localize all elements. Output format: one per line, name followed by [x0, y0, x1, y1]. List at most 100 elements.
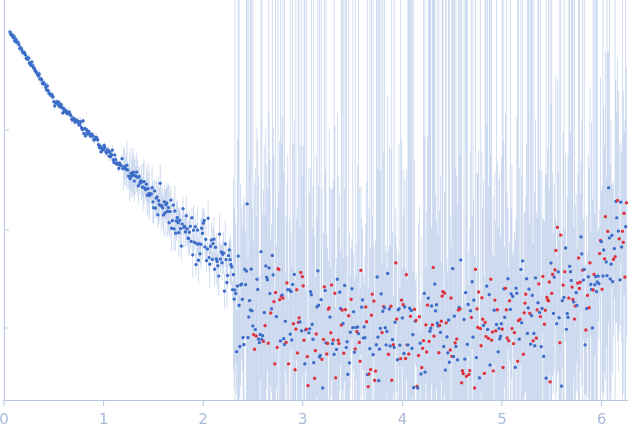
x-tick-label: 3 [298, 410, 308, 428]
data-point [400, 316, 404, 320]
data-point-negative [285, 281, 289, 285]
data-point-negative [334, 376, 338, 380]
data-point [14, 37, 18, 41]
data-point [360, 305, 364, 309]
data-point [213, 245, 218, 249]
data-point [451, 354, 456, 359]
data-point [153, 206, 157, 210]
data-point [292, 272, 296, 277]
data-point [515, 291, 519, 295]
error-bars-layer [9, 0, 627, 400]
data-point-negative [357, 340, 361, 345]
data-point-negative [366, 385, 370, 389]
data-point [207, 255, 211, 260]
data-point-negative [448, 348, 452, 352]
data-point [346, 372, 350, 376]
data-point-negative [473, 386, 477, 390]
data-point [599, 240, 603, 244]
data-point [150, 186, 154, 190]
data-point [166, 206, 170, 210]
data-point-negative [325, 341, 330, 346]
data-point [158, 181, 162, 185]
data-point-negative [511, 342, 516, 346]
data-point [526, 306, 530, 310]
data-point-negative [252, 333, 256, 337]
data-point [377, 379, 381, 383]
data-point-negative [460, 369, 465, 373]
data-point-negative [313, 348, 317, 353]
data-point-negative [437, 351, 441, 355]
data-point [590, 326, 594, 330]
data-point-negative [555, 225, 560, 229]
data-point-negative [359, 268, 363, 272]
data-point [387, 307, 391, 311]
data-point-negative [312, 376, 317, 380]
data-point [607, 186, 611, 190]
data-point [605, 274, 609, 278]
data-point-negative [438, 323, 442, 328]
data-point [383, 326, 387, 330]
data-point-negative [412, 307, 417, 311]
data-point [618, 278, 622, 282]
data-point-negative [380, 330, 384, 335]
data-point [234, 291, 238, 296]
data-point [347, 361, 352, 365]
data-point [136, 184, 140, 188]
data-point-negative [512, 331, 517, 335]
data-point [178, 227, 183, 231]
data-point-negative [453, 341, 457, 345]
data-point-negative [266, 341, 270, 345]
data-point [162, 200, 166, 204]
data-point [268, 291, 272, 296]
data-point [385, 329, 389, 333]
data-point [256, 337, 261, 341]
data-point [157, 199, 161, 203]
data-point [240, 297, 244, 301]
data-point-negative [617, 237, 621, 241]
x-axis-ticks: 0 1 2 3 4 5 6 [0, 400, 606, 428]
data-point-negative [278, 298, 282, 302]
data-point [110, 148, 114, 152]
data-point [278, 339, 283, 343]
data-point [264, 264, 268, 268]
data-point [468, 309, 473, 313]
data-point [239, 282, 244, 286]
data-point [179, 244, 183, 248]
data-point [155, 195, 159, 199]
data-point-negative [300, 275, 304, 279]
data-point [454, 344, 458, 349]
data-point [572, 300, 576, 304]
data-point [562, 295, 566, 299]
data-point [343, 283, 347, 288]
data-point [222, 289, 227, 293]
data-point [338, 290, 342, 294]
data-point [596, 274, 600, 278]
data-point [32, 66, 36, 70]
data-point [520, 321, 524, 325]
data-point [517, 337, 521, 341]
data-point [161, 206, 165, 210]
data-point-negative [482, 371, 486, 375]
data-point-negative [478, 327, 482, 331]
data-point [144, 188, 148, 192]
data-point [552, 275, 556, 279]
data-point-negative [273, 362, 277, 366]
data-point [250, 309, 254, 313]
data-point-negative [321, 337, 326, 342]
data-point [403, 305, 407, 309]
data-point-negative [572, 317, 577, 321]
data-point [169, 198, 173, 202]
data-point [246, 335, 250, 340]
data-point [119, 163, 123, 168]
data-point [91, 134, 95, 138]
data-point [471, 335, 475, 339]
data-point-negative [615, 198, 620, 203]
data-point [586, 275, 590, 279]
data-point [532, 331, 536, 336]
data-point-negative [295, 351, 300, 355]
data-point [564, 327, 568, 331]
data-point [341, 322, 345, 326]
data-point [87, 129, 91, 133]
data-point [549, 261, 553, 265]
data-point-negative [455, 337, 459, 341]
